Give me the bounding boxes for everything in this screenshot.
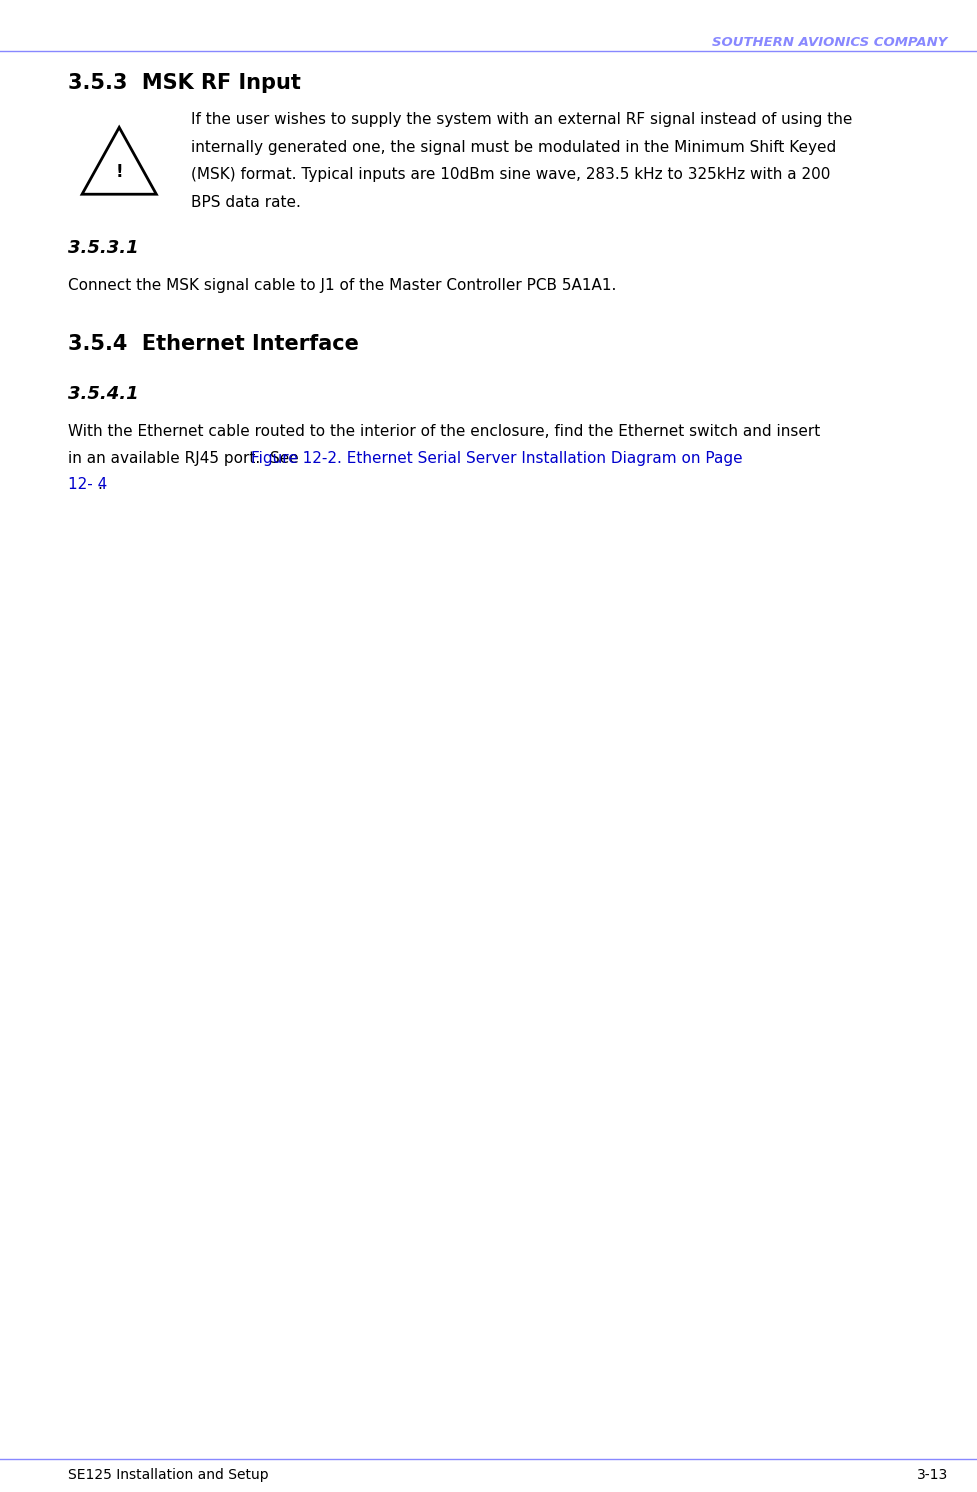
Text: 3.5.4  Ethernet Interface: 3.5.4 Ethernet Interface: [68, 334, 360, 354]
Text: .: .: [97, 477, 102, 492]
Text: With the Ethernet cable routed to the interior of the enclosure, find the Ethern: With the Ethernet cable routed to the in…: [68, 424, 821, 439]
Text: BPS data rate.: BPS data rate.: [191, 194, 300, 210]
Text: 3-13: 3-13: [916, 1468, 948, 1482]
Text: !: !: [115, 163, 123, 181]
Text: internally generated one, the signal must be modulated in the Minimum Shift Keye: internally generated one, the signal mus…: [191, 139, 835, 155]
Text: in an available RJ45 port.  See: in an available RJ45 port. See: [68, 451, 304, 466]
Text: 3.5.3.1: 3.5.3.1: [68, 239, 139, 257]
Text: 3.5.3  MSK RF Input: 3.5.3 MSK RF Input: [68, 73, 301, 93]
Text: Connect the MSK signal cable to J1 of the Master Controller PCB 5A1A1.: Connect the MSK signal cable to J1 of th…: [68, 278, 616, 292]
Text: (MSK) format. Typical inputs are 10dBm sine wave, 283.5 kHz to 325kHz with a 200: (MSK) format. Typical inputs are 10dBm s…: [191, 167, 829, 182]
Text: 12- 4: 12- 4: [68, 477, 107, 492]
Text: Figure 12-2. Ethernet Serial Server Installation Diagram on Page: Figure 12-2. Ethernet Serial Server Inst…: [251, 451, 743, 466]
Text: 3.5.4.1: 3.5.4.1: [68, 385, 139, 403]
Text: SE125 Installation and Setup: SE125 Installation and Setup: [68, 1468, 269, 1482]
Text: If the user wishes to supply the system with an external RF signal instead of us: If the user wishes to supply the system …: [191, 112, 852, 127]
Text: SOUTHERN AVIONICS COMPANY: SOUTHERN AVIONICS COMPANY: [712, 36, 948, 49]
